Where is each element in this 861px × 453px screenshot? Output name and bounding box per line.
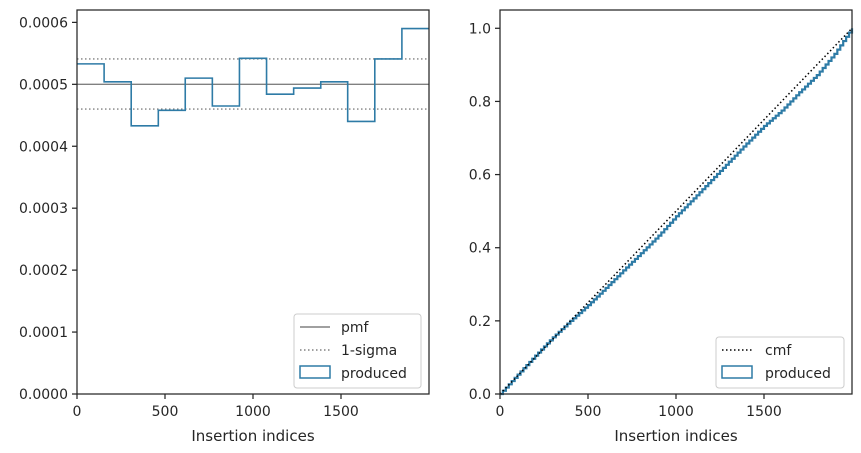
x-tick-label: 1500 [323,404,359,420]
y-tick-label: 0.2 [469,314,491,330]
x-tick-label: 1000 [658,404,694,420]
legend-swatch-produced [721,365,753,379]
legend: pmf 1-sigma produced [293,313,422,389]
legend-label-pmf: pmf [341,320,370,336]
x-tick-label: 500 [575,404,602,420]
y-tick-label: 0.0006 [19,15,68,31]
legend-swatch-produced [299,365,331,379]
series-line-produced [500,28,854,396]
legend-frame [715,336,845,389]
y-tick-label: 0.0000 [19,387,68,403]
y-tick-label: 0.0005 [19,77,68,93]
y-tick-label: 0.6 [469,168,491,184]
y-tick-label: 0.0004 [19,139,68,155]
x-tick-label: 1500 [746,404,782,420]
y-tick-label: 0.0 [469,387,491,403]
y-tick-label: 0.0003 [19,201,68,217]
legend: cmf produced [715,336,845,389]
legend-label-produced: produced [341,366,407,382]
chart-panel-pmf: 0 500 1000 1500 0.0000 0.0001 0.0002 0.0003 0.0… [19,9,430,445]
x-tick-label: 0 [73,404,82,420]
y-tick-label: 1.0 [469,21,491,37]
y-tick-label: 0.8 [469,94,491,110]
y-tick-label: 0.0001 [19,325,68,341]
series-line-cmf [499,27,853,395]
legend-label-cmf: cmf [765,343,792,359]
legend-frame [293,313,422,389]
legend-label-produced: produced [765,366,831,382]
plot-area-background [500,10,852,394]
legend-label-1-sigma: 1-sigma [341,343,397,359]
x-tick-label: 1000 [235,404,271,420]
y-tick-label: 0.0002 [19,263,68,279]
x-tick-label: 0 [496,404,505,420]
x-axis-label: Insertion indices [191,427,314,445]
x-tick-label: 500 [152,404,179,420]
x-axis-label: Insertion indices [614,427,737,445]
y-tick-label: 0.4 [469,241,491,257]
series-line-produced [77,27,429,127]
chart-panel-cmf: 0 500 1000 1500 0.0 0.2 0.4 0.6 0.8 1.0 Insertio… [469,9,854,445]
